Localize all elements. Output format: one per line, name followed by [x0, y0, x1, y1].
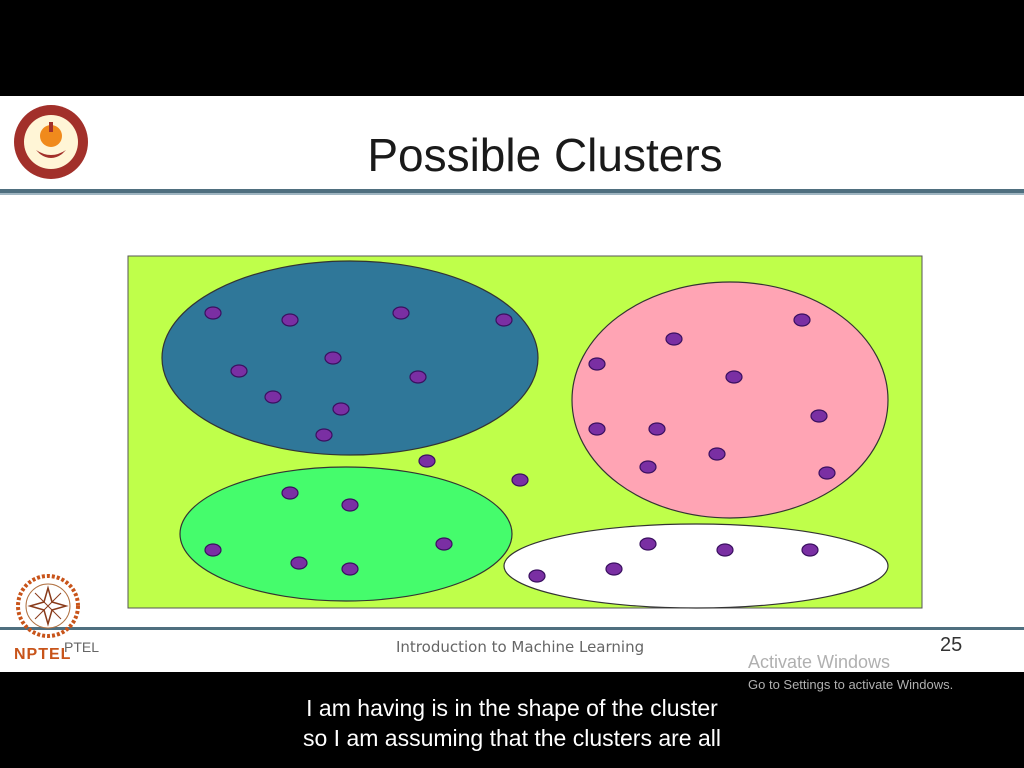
cluster-blue	[161, 260, 539, 456]
data-point	[341, 562, 359, 576]
data-point	[435, 537, 453, 551]
cluster-pink	[571, 281, 889, 519]
course-footer: Introduction to Machine Learning	[396, 638, 645, 656]
data-point	[230, 364, 248, 378]
data-point	[409, 370, 427, 384]
nptel-label: NPTEL	[14, 646, 72, 663]
data-point	[290, 556, 308, 570]
title-rule	[0, 189, 1024, 193]
data-point	[665, 332, 683, 346]
slide-title: Possible Clusters	[367, 129, 723, 181]
data-point	[281, 486, 299, 500]
data-point	[418, 454, 436, 468]
data-point	[204, 543, 222, 557]
iit-madras-logo	[14, 105, 88, 179]
data-point	[315, 428, 333, 442]
data-point	[392, 306, 410, 320]
data-point	[605, 562, 623, 576]
data-point	[793, 313, 811, 327]
cluster-diagram	[127, 255, 923, 609]
subtitle-line-1: I am having is in the shape of the clust…	[302, 693, 722, 723]
subtitle-line-2: so I am assuming that the clusters are a…	[298, 723, 726, 753]
data-points	[204, 306, 836, 583]
data-point	[818, 466, 836, 480]
data-point	[495, 313, 513, 327]
data-point	[341, 498, 359, 512]
data-point	[639, 460, 657, 474]
data-point	[588, 357, 606, 371]
data-point	[801, 543, 819, 557]
data-point	[639, 537, 657, 551]
data-point	[528, 569, 546, 583]
data-point	[511, 473, 529, 487]
data-point	[588, 422, 606, 436]
footer-rule	[0, 627, 1024, 630]
cluster-green	[179, 466, 513, 602]
data-point	[324, 351, 342, 365]
video-subtitles: I am having is in the shape of the clust…	[0, 693, 1024, 753]
data-point	[264, 390, 282, 404]
title-rule-light	[0, 193, 1024, 195]
data-point	[810, 409, 828, 423]
data-point	[716, 543, 734, 557]
cluster-white	[503, 523, 889, 609]
nptel-logo	[16, 574, 80, 638]
data-point	[648, 422, 666, 436]
activate-windows-subtitle: Go to Settings to activate Windows.	[748, 677, 954, 692]
activate-windows-title: Activate Windows	[748, 652, 891, 672]
data-point	[725, 370, 743, 384]
data-point	[332, 402, 350, 416]
data-point	[204, 306, 222, 320]
data-point	[708, 447, 726, 461]
page-number: 25	[940, 634, 963, 656]
slide: Possible Clusters	[0, 96, 1024, 672]
nptel-ghost-label: PTEL	[64, 639, 100, 655]
data-point	[281, 313, 299, 327]
